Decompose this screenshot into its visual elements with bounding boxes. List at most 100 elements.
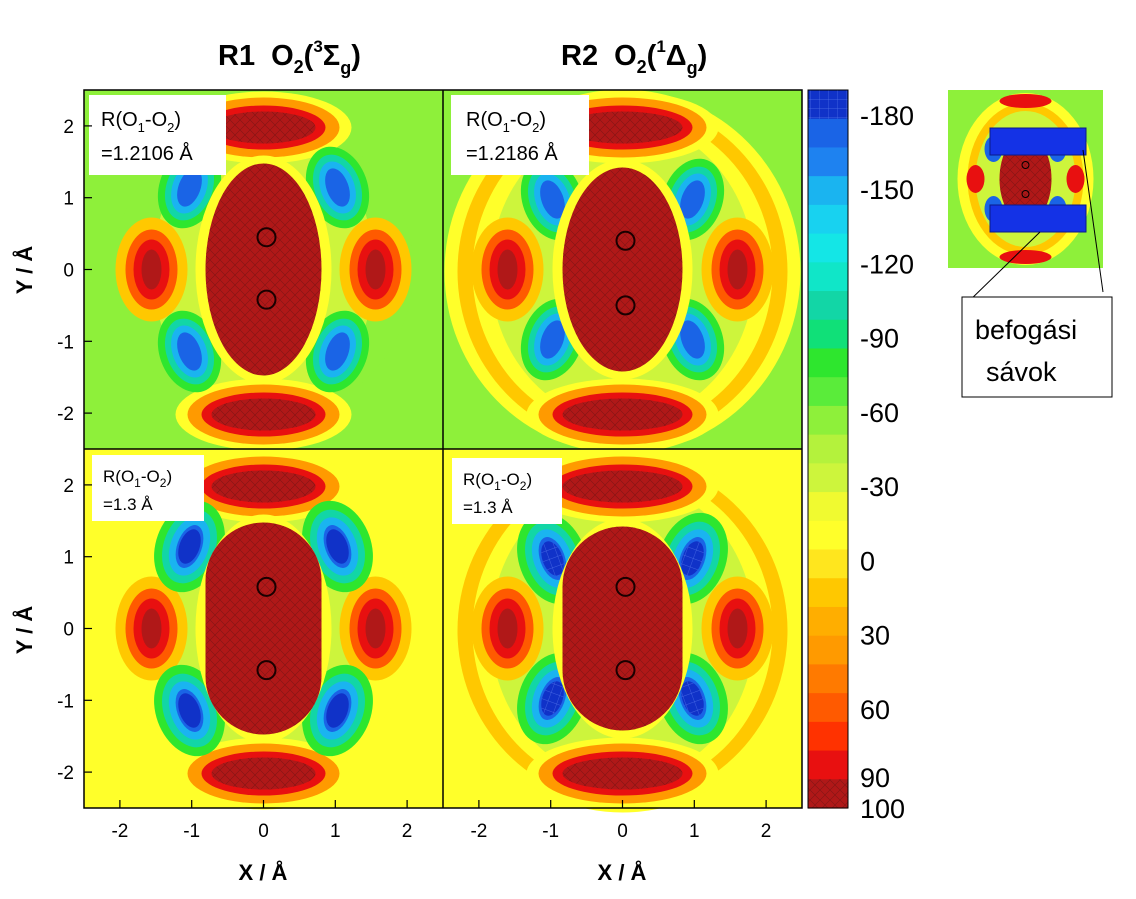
y-tick-label: 1 [63,548,74,569]
title-r1-termsub: g [340,58,351,78]
title-r2-termsub: g [687,58,698,78]
blue-well-4 [305,310,370,393]
well-core [680,180,705,219]
inset-molecule-hatch [999,135,1052,223]
colorbar-band [808,750,848,780]
well-deep [326,693,349,728]
atom-1 [615,230,636,251]
title-r1-main: R1 [218,40,255,72]
atom-2 [615,660,636,681]
x-axis-label-left: X / Å [239,859,288,885]
well-grid [541,681,564,716]
panel-label-line2: =1.2186 Å [466,142,558,165]
well-deep [326,529,349,564]
lobe-bottom-hatch [562,757,683,790]
y-tick-label: 0 [63,620,74,641]
inset-capture-band-top [989,127,1087,156]
contour-panel-2 [443,89,802,454]
x-tick-label: -2 [470,821,487,842]
colorbar-band-grid [808,90,848,119]
well-core [540,180,565,219]
panel-label-3: R(O1-O2) =1.3 Å [92,455,204,521]
atom-1 [256,576,277,597]
side-lobe-left-core [497,249,518,290]
x-tick-label: 0 [258,821,269,842]
side-lobe-left-core [141,608,162,649]
colorbar-band [808,262,848,292]
panel-label-line1: R(O1-O2) [466,109,546,135]
side-lobe-right-core [365,249,386,290]
lobe-top-hatch [211,470,316,503]
panel-label-line1: R(O1-O2) [463,470,532,493]
x-tick-label: 1 [330,821,341,842]
molecule-hatch [205,522,322,735]
colorbar-band [808,520,848,551]
colorbar-band [808,578,848,608]
x-axis-label-right: X / Å [598,859,647,885]
panel-label-line1: R(O1-O2) [103,467,172,490]
lobe-bottom-hatch [211,757,316,790]
panel-label-line1: R(O1-O2) [101,109,181,135]
colorbar-tick-label: -180 [860,101,914,131]
well-grid [541,541,564,576]
side-lobe-right-core [727,249,748,290]
lobe-top-hatch [562,470,683,503]
colorbar-band [808,721,848,752]
colorbar-tick-label: 60 [860,695,890,725]
colorbar-band [808,348,848,378]
contour-panel-4 [443,448,802,813]
panel-label-box [92,455,204,521]
molecule-hatch [205,163,322,376]
blue-well-2 [660,158,725,241]
annotation-line2: sávok [986,357,1057,387]
well-deep [178,693,201,728]
panel-label-box [452,458,562,524]
title-r2-main: R2 [561,40,598,72]
inset-side-lobe-left [966,165,985,193]
annotation-leader-left [964,231,1041,306]
colorbar-tick-label: 100 [860,794,905,824]
column-title-r2: R2 O2(1Δg) [561,37,707,78]
x-tick-label: -2 [111,821,128,842]
annotation-capture-bands: befogási sávok [961,149,1113,398]
x-tick-label: 2 [402,821,413,842]
title-r2-term: Δ [666,40,687,72]
y-axis-label-bottom: Y / Å [11,606,37,655]
colorbar-band [808,204,848,235]
well-grid [681,681,704,716]
side-lobe-left-core [141,249,162,290]
y-tick-label: -1 [57,332,74,353]
annotation-box [961,296,1113,398]
panel-label-1: R(O1-O2) =1.2106 Å [89,95,226,175]
x-tick-label: -1 [542,821,559,842]
atom-2 [615,295,636,316]
y-tick-label: -2 [57,404,74,425]
colorbar-tick-label: -150 [860,175,914,205]
blue-well-2 [305,146,370,229]
colorbar-band [808,635,848,665]
x-tick-label: 0 [617,821,628,842]
title-r1-term: Σ [323,40,340,72]
atom-2 [256,289,277,310]
panel-label-line2: =1.3 Å [103,495,153,514]
x-tick-label: 2 [761,821,772,842]
colorbar-frame [807,89,849,809]
panel-frames [83,89,803,809]
title-r2-sub: 2 [637,57,647,77]
inset-capture-bands [948,90,1103,268]
well-core [177,332,202,371]
axes: -2 -1 0 1 2 -2 -1 0 1 2 2 1 0 -1 -2 2 1 0 -1 -2 [57,117,771,842]
panel-label-2: R(O1-O2) =1.2186 Å [451,95,589,175]
well-core [540,320,565,359]
colorbar-band [808,434,848,464]
colorbar-band [808,405,848,436]
lobe-bottom-hatch [562,398,683,431]
colorbar-tick-label: -60 [860,398,899,428]
blue-well-1 [517,512,588,605]
x-tick-label: 1 [689,821,700,842]
colorbar-band [808,606,848,637]
title-r2-open: ( [647,40,657,72]
y-tick-label: 2 [63,117,74,138]
